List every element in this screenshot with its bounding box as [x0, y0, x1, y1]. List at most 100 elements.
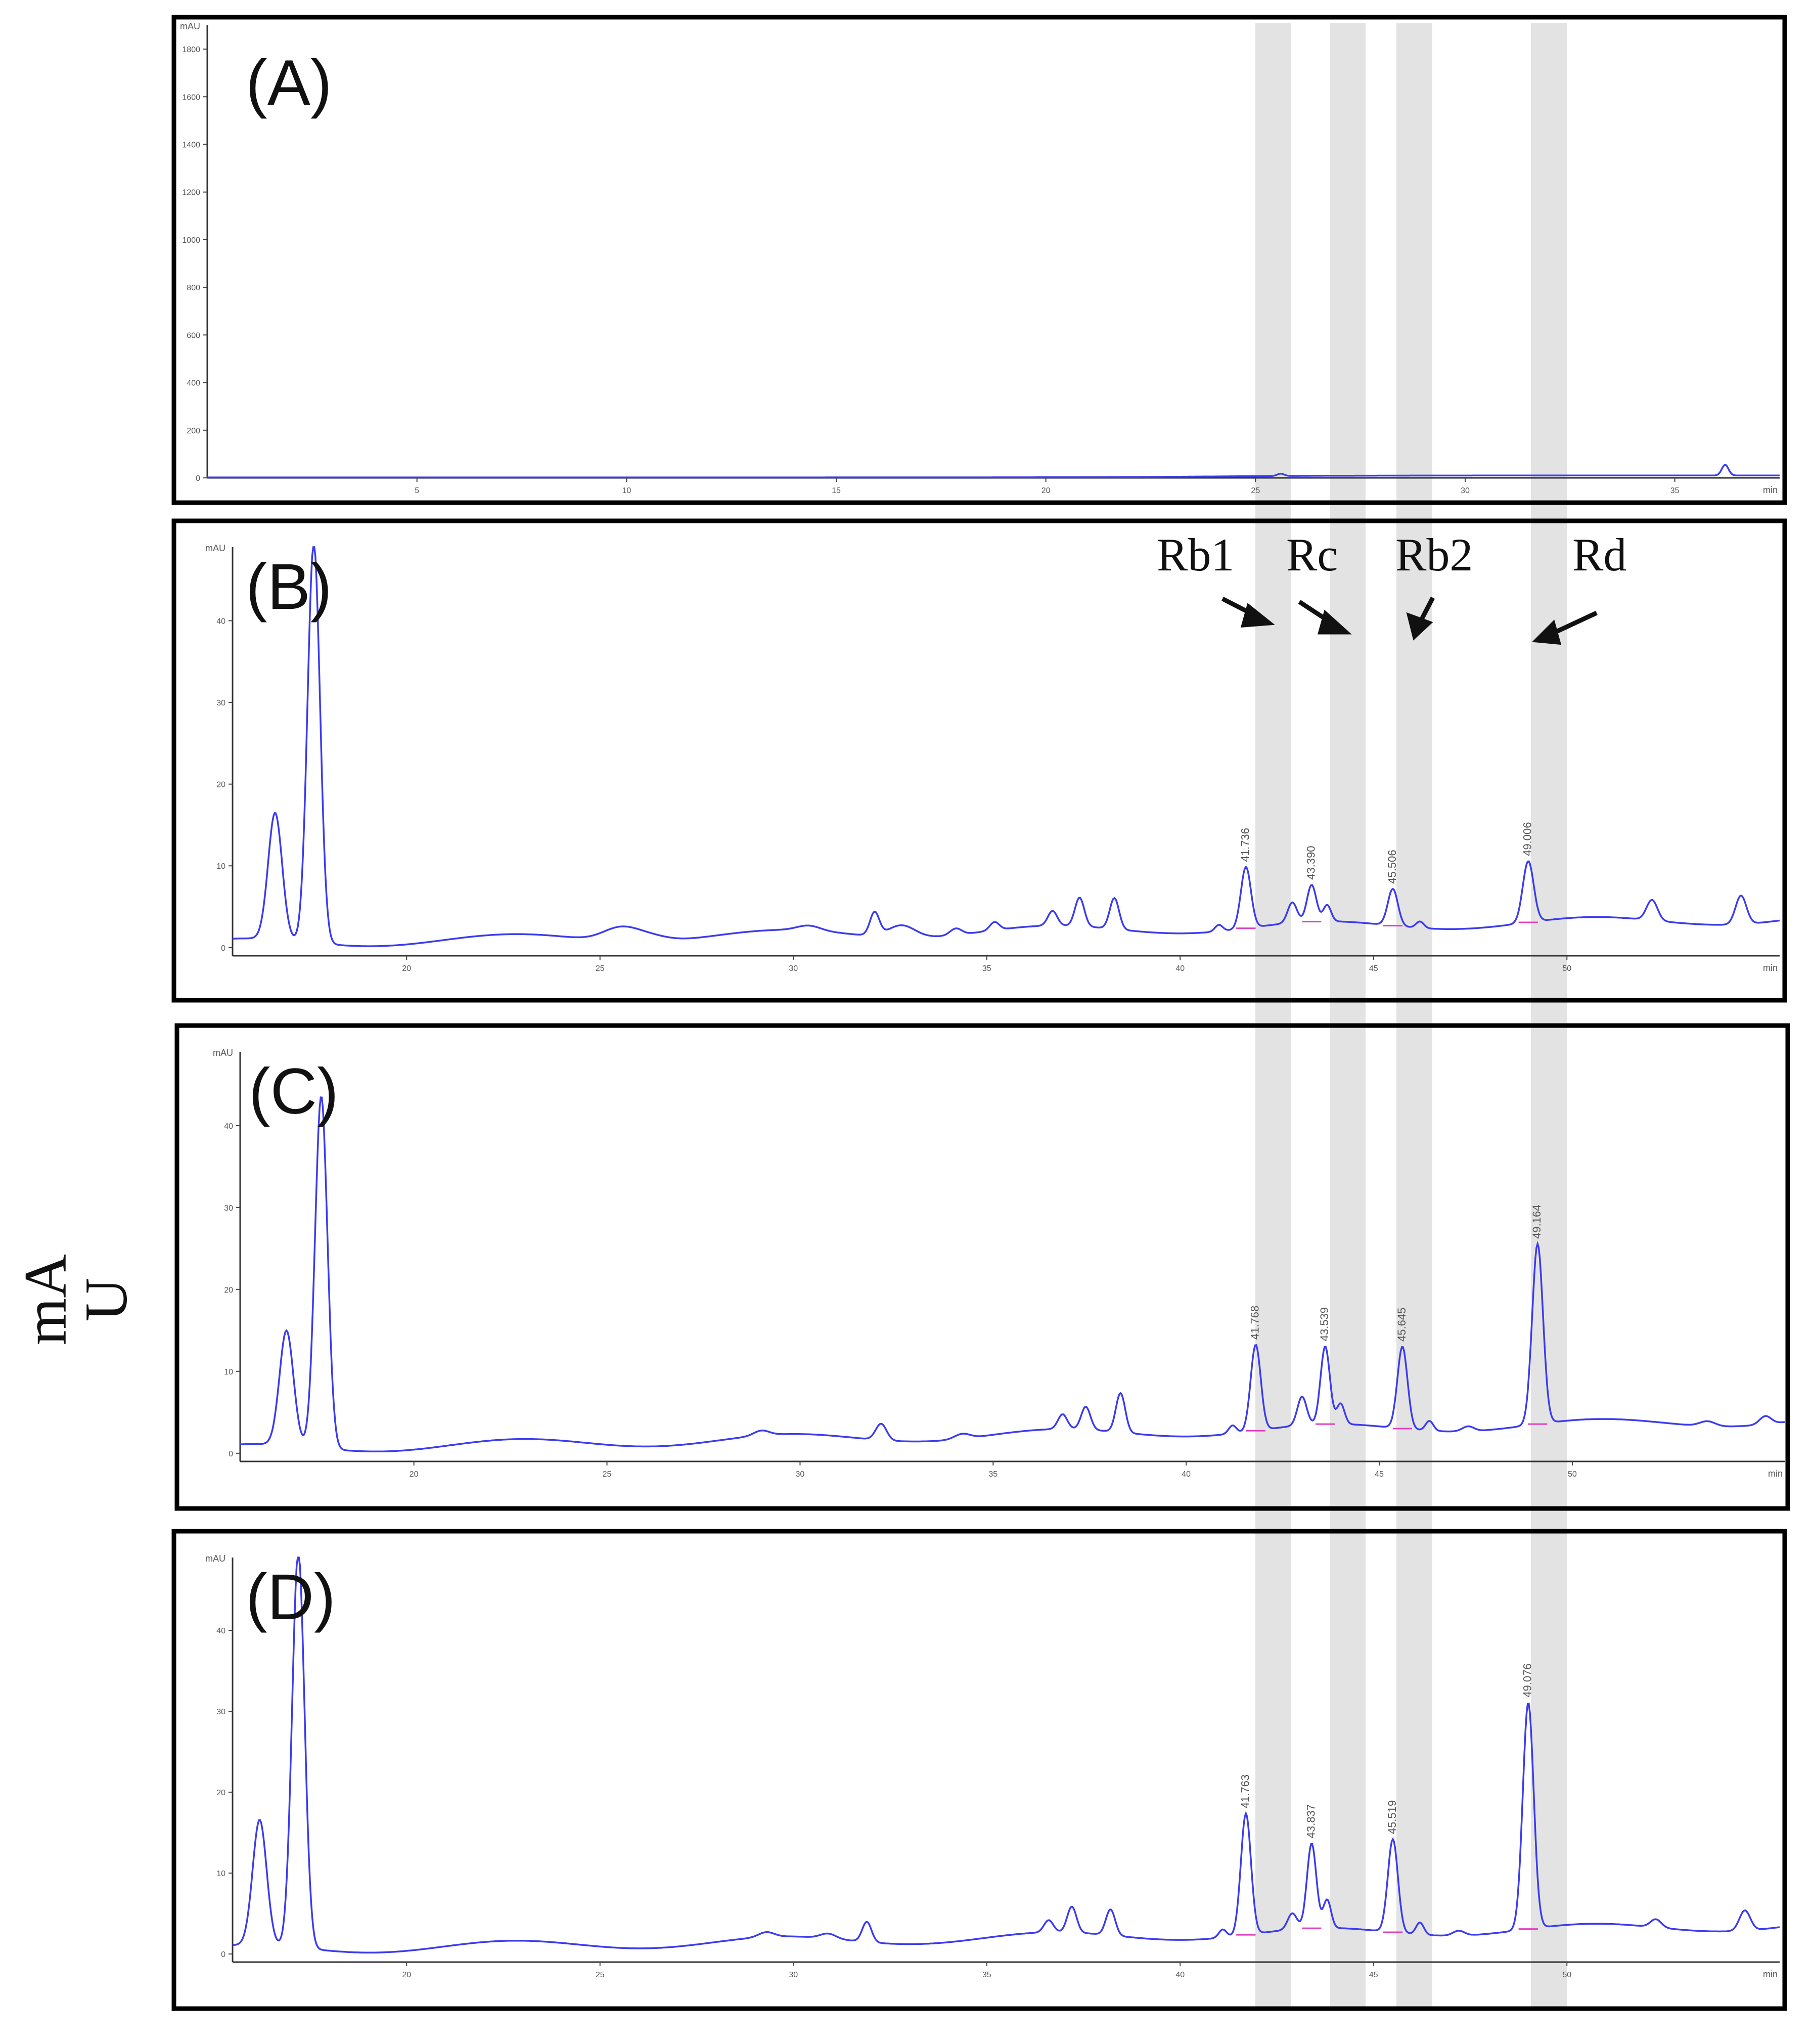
y-tick-label: 10	[224, 1368, 233, 1376]
y-tick-label: 30	[216, 1708, 225, 1716]
x-tick-label: 35	[1670, 486, 1680, 495]
peak-label-rc: 43.390	[1304, 846, 1317, 879]
x-tick-label: 40	[1182, 1470, 1191, 1479]
y-tick-label: 200	[187, 427, 200, 435]
panel-frame	[171, 15, 1787, 505]
x-tick-label: 5	[415, 486, 419, 495]
panel-label: (C)	[249, 1055, 339, 1128]
highlight-bands	[1255, 23, 1567, 2010]
peak-label-rb1: 41.736	[1239, 828, 1251, 862]
y-unit-label: mAU	[180, 21, 200, 31]
panel-label: (B)	[246, 551, 332, 623]
x-tick-label: 25	[596, 1971, 605, 1979]
y-tick-label: 1800	[182, 46, 200, 54]
x-tick-label: 25	[596, 964, 605, 973]
y-tick-label: 10	[216, 862, 225, 871]
panel-b: 0 10 20 30 40 mAU 20 25 30 35 40 45 50 min 41.736 43.39…	[171, 518, 1787, 1003]
y-axis-title-line1: mA	[12, 1254, 79, 1345]
y-tick-label: 0	[221, 1950, 225, 1959]
peak-label-rb2: 45.645	[1395, 1308, 1408, 1342]
peak-label-rb1: 41.763	[1239, 1774, 1251, 1808]
band-rd	[1531, 23, 1567, 2010]
x-tick-label: 20	[402, 1971, 411, 1979]
y-tick-label: 0	[229, 1450, 233, 1458]
panel-a: 0 200 400 600 800 1000 1200 1400 1600 1800 mAU 5 10 1…	[171, 15, 1787, 505]
y-axis-title-line2: U	[72, 1278, 140, 1322]
x-tick-label: 40	[1175, 1971, 1185, 1979]
y-tick-label: 10	[216, 1870, 225, 1878]
arrow-rd	[1532, 610, 1598, 645]
x-tick-label: 20	[410, 1470, 419, 1479]
arrow-rb2	[1406, 596, 1435, 641]
y-tick-label: 20	[216, 781, 225, 789]
panel-frame	[171, 1529, 1787, 2011]
x-tick-label: 30	[1461, 486, 1470, 495]
x-tick-label: 30	[789, 964, 798, 973]
peak-label-rb2: 45.519	[1386, 1800, 1398, 1834]
peak-annotations: Rb1 Rc Rb2 Rd	[1157, 529, 1626, 645]
y-tick-label: 400	[187, 379, 200, 388]
panel-d: 0 10 20 30 40 mAU 20 25 30 35 40 45 50 min 41.763 43.83…	[171, 1529, 1787, 2011]
panel-label: (A)	[246, 47, 332, 119]
peak-label-rb1: 41.768	[1249, 1306, 1261, 1340]
y-tick-label: 1000	[182, 236, 200, 245]
x-tick-label: 45	[1375, 1470, 1384, 1479]
y-axis-title: mA U	[12, 1254, 140, 1345]
y-unit-label: mAU	[205, 543, 225, 553]
panel-c: 0 10 20 30 40 mAU 20 25 30 35 40 45 50 min 41.768 43.53…	[174, 1023, 1790, 1511]
peak-label-rd: 49.006	[1521, 822, 1534, 856]
y-tick-label: 1400	[182, 141, 200, 150]
peak-name-rd: Rd	[1572, 529, 1626, 581]
peak-name-rb2: Rb2	[1395, 529, 1473, 581]
panel-frame	[174, 1023, 1790, 1511]
x-tick-label: 20	[402, 964, 411, 973]
chromatogram-trace	[232, 1557, 1780, 1954]
x-unit-label: min	[1768, 1469, 1783, 1479]
y-tick-label: 40	[224, 1122, 233, 1131]
peak-label-rb2: 45.506	[1386, 850, 1398, 883]
y-tick-label: 30	[216, 699, 225, 707]
y-tick-label: 1200	[182, 189, 200, 197]
x-tick-label: 15	[832, 486, 841, 495]
x-unit-label: min	[1763, 1969, 1778, 1979]
y-tick-label: 600	[187, 331, 200, 340]
x-tick-label: 45	[1369, 1971, 1378, 1979]
x-tick-label: 40	[1175, 964, 1185, 973]
x-tick-label: 30	[789, 1971, 798, 1979]
y-tick-label: 1600	[182, 93, 200, 102]
y-tick-label: 30	[224, 1204, 233, 1213]
panel-label: (D)	[246, 1561, 336, 1633]
band-rb1	[1255, 23, 1291, 2010]
panel-frame	[171, 518, 1787, 1003]
x-tick-label: 50	[1568, 1470, 1577, 1479]
arrow-rb1	[1221, 596, 1275, 628]
y-tick-label: 800	[187, 284, 200, 292]
x-tick-label: 35	[988, 1470, 998, 1479]
y-tick-label: 0	[221, 944, 225, 953]
y-tick-label: 20	[224, 1286, 233, 1295]
x-tick-label: 20	[1041, 486, 1051, 495]
x-tick-label: 35	[982, 1971, 991, 1979]
x-tick-label: 35	[982, 964, 991, 973]
peak-label-rd: 49.164	[1530, 1205, 1543, 1238]
chromatogram-trace	[207, 464, 1780, 478]
x-tick-label: 25	[603, 1470, 612, 1479]
x-tick-label: 50	[1562, 964, 1571, 973]
band-rc	[1330, 23, 1366, 2010]
y-tick-label: 20	[216, 1789, 225, 1797]
y-tick-label: 0	[196, 474, 200, 483]
y-unit-label: mAU	[213, 1048, 233, 1058]
x-tick-label: 50	[1562, 1971, 1571, 1979]
x-unit-label: min	[1763, 963, 1778, 973]
y-unit-label: mAU	[205, 1553, 225, 1564]
peak-label-rc: 43.837	[1304, 1804, 1317, 1838]
x-tick-label: 10	[622, 486, 631, 495]
chromatogram-trace	[233, 546, 1780, 947]
peak-label-rc: 43.539	[1318, 1307, 1331, 1341]
y-tick-label: 40	[216, 617, 225, 626]
x-tick-label: 25	[1251, 486, 1260, 495]
x-tick-label: 45	[1369, 964, 1378, 973]
peak-name-rb1: Rb1	[1157, 529, 1234, 581]
